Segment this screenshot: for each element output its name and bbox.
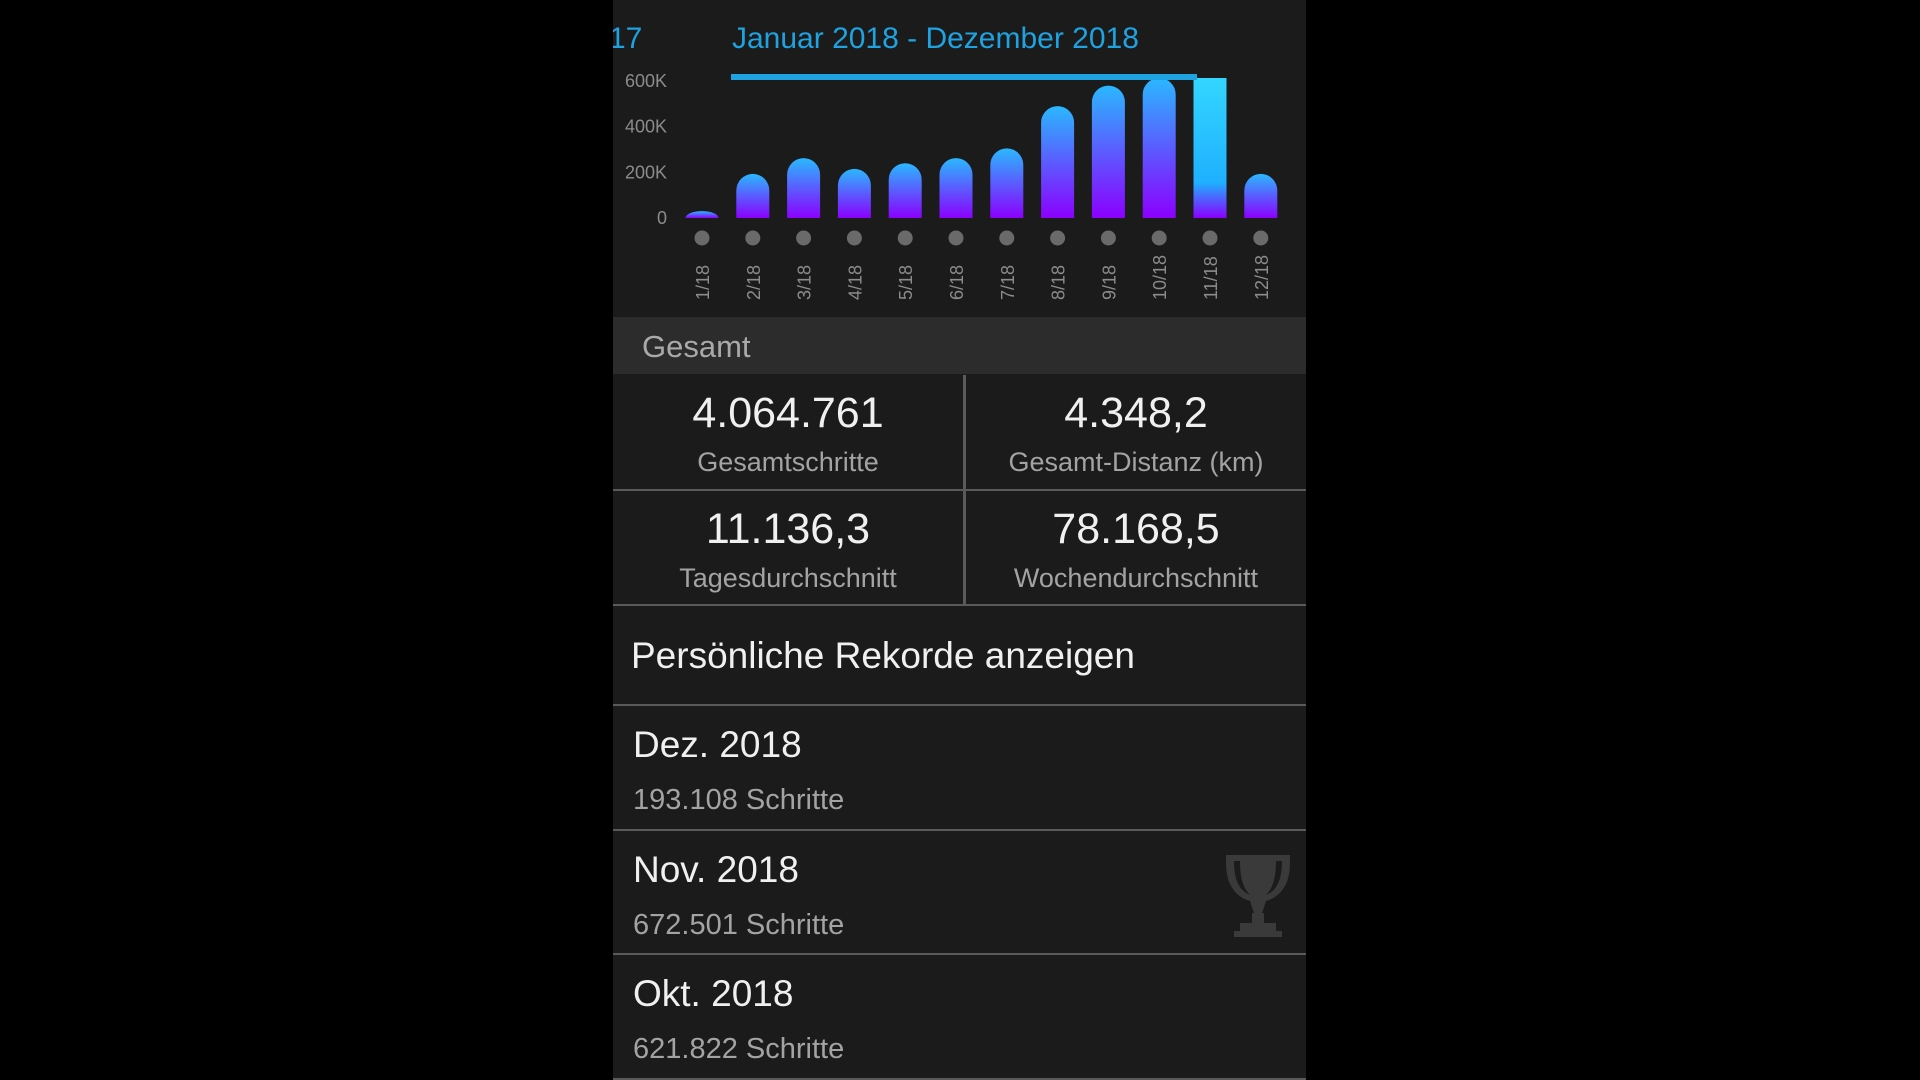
- x-tick-dot: [1253, 230, 1269, 246]
- stat-label: Gesamt-Distanz (km): [1008, 447, 1264, 477]
- divider: [613, 953, 1306, 955]
- x-tick-label: 7/18: [998, 265, 1018, 300]
- list-item-month[interactable]: Dez. 2018 193.108 Schritte: [613, 706, 1306, 830]
- x-tick-dot: [846, 230, 862, 246]
- x-tick-label: 11/18: [1201, 256, 1221, 300]
- list-item-month[interactable]: Okt. 2018 621.822 Schritte: [613, 955, 1306, 1079]
- divider: [963, 375, 966, 605]
- stat-value: 4.348,2: [1064, 389, 1208, 437]
- month-steps: 672.501 Schritte: [633, 909, 845, 941]
- month-steps: 621.822 Schritte: [633, 1033, 845, 1065]
- chart-bar[interactable]: [1041, 106, 1075, 218]
- month-title: Dez. 2018: [633, 724, 802, 765]
- month-steps: 193.108 Schritte: [633, 784, 845, 816]
- chart-bar[interactable]: [888, 163, 922, 218]
- stat-total-steps: 4.064.761 Gesamtschritte: [613, 375, 963, 490]
- tab-current-range[interactable]: Januar 2018 - Dezember 2018: [732, 22, 1139, 55]
- stat-daily-average: 11.136,3 Tagesdurchschnitt: [613, 491, 963, 606]
- stat-value: 4.064.761: [692, 389, 884, 437]
- personal-records-link[interactable]: Persönliche Rekorde anzeigen: [613, 607, 1306, 705]
- x-tick-label: 5/18: [896, 265, 916, 300]
- trophy-icon: [1226, 855, 1290, 937]
- x-tick-dot: [796, 230, 812, 246]
- stat-total-distance: 4.348,2 Gesamt-Distanz (km): [966, 375, 1306, 490]
- chart-bar[interactable]: [787, 158, 821, 218]
- x-tick-label: 3/18: [795, 265, 815, 300]
- list-item-month[interactable]: Nov. 2018 672.501 Schritte: [613, 831, 1306, 955]
- chart-bar[interactable]: [990, 148, 1024, 218]
- chart-bar[interactable]: [685, 211, 719, 218]
- chart-bar[interactable]: [837, 168, 871, 218]
- x-tick-label: 8/18: [1049, 265, 1069, 300]
- tab-previous-year[interactable]: 17: [613, 22, 643, 55]
- month-title: Nov. 2018: [633, 849, 799, 890]
- y-tick-label: 600K: [625, 71, 667, 91]
- chart-bar[interactable]: [939, 158, 973, 218]
- x-tick-label: 6/18: [947, 265, 967, 300]
- x-tick-dot: [1100, 230, 1116, 246]
- x-tick-dot: [745, 230, 761, 246]
- divider: [613, 1078, 1306, 1080]
- x-tick-dot: [1050, 230, 1066, 246]
- stat-label: Wochendurchschnitt: [1013, 563, 1259, 593]
- chart-bar[interactable]: [1193, 78, 1227, 218]
- x-tick-label: 2/18: [744, 265, 764, 300]
- stat-value: 11.136,3: [705, 505, 871, 553]
- x-tick-dot: [694, 230, 710, 246]
- y-tick-label: 0: [657, 208, 667, 228]
- divider: [613, 704, 1306, 706]
- x-tick-label: 10/18: [1150, 255, 1170, 300]
- stat-value: 78.168,5: [1052, 505, 1220, 553]
- stat-label: Tagesdurchschnitt: [679, 563, 897, 593]
- phone-screen: 0 200K 400K 600K 1/18 2/18 3/18 4/18 5/18 6/18 7/…: [613, 0, 1306, 1080]
- x-tick-label: 12/18: [1252, 255, 1272, 300]
- divider: [613, 489, 1306, 491]
- x-tick-dot: [897, 230, 913, 246]
- divider: [613, 829, 1306, 831]
- y-tick-label: 400K: [625, 117, 667, 137]
- chart-bar[interactable]: [1244, 173, 1278, 218]
- stat-weekly-average: 78.168,5 Wochendurchschnitt: [966, 491, 1306, 606]
- x-tick-label: 9/18: [1099, 265, 1119, 300]
- x-tick-dot: [1151, 230, 1167, 246]
- monthly-steps-chart: 0 200K 400K 600K 1/18 2/18 3/18 4/18 5/18 6/18 7/…: [625, 71, 1278, 300]
- section-title: Gesamt: [642, 329, 751, 364]
- personal-records-label: Persönliche Rekorde anzeigen: [631, 635, 1135, 676]
- chart-bar[interactable]: [1142, 78, 1176, 219]
- x-tick-dot: [999, 230, 1015, 246]
- date-range-tabs: 17 Januar 2018 - Dezember 2018: [613, 0, 1306, 82]
- month-title: Okt. 2018: [633, 973, 794, 1014]
- totals-section-header: Gesamt: [613, 317, 1306, 374]
- x-tick-label: 1/18: [693, 265, 713, 300]
- x-tick-dot: [948, 230, 964, 246]
- chart-bar[interactable]: [1091, 85, 1125, 218]
- divider: [613, 604, 1306, 606]
- chart-bar[interactable]: [736, 173, 770, 218]
- y-tick-label: 200K: [625, 162, 667, 182]
- stat-label: Gesamtschritte: [697, 447, 879, 477]
- active-tab-indicator: [731, 74, 1197, 80]
- x-tick-label: 4/18: [845, 265, 865, 300]
- x-tick-dot: [1202, 230, 1218, 246]
